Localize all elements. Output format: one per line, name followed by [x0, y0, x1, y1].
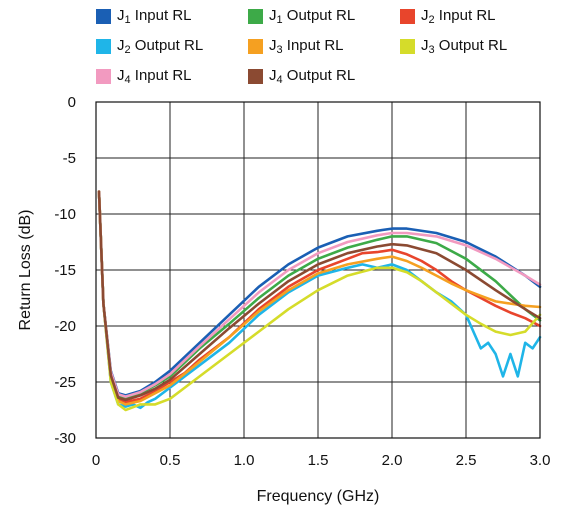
y-tick-label: -25: [54, 374, 76, 391]
x-tick-label: 2.5: [456, 452, 477, 469]
legend-swatch: [96, 9, 111, 24]
legend-label: J4 Input RL: [117, 67, 192, 86]
legend-item: J2 Input RL: [400, 7, 496, 26]
legend-label: J3 Output RL: [421, 37, 507, 56]
y-tick-label: 0: [68, 94, 76, 111]
y-tick-label: -5: [63, 150, 76, 167]
series-layer: [99, 192, 540, 410]
y-axis-label: Return Loss (dB): [17, 210, 34, 331]
legend-label: J1 Input RL: [117, 7, 192, 26]
x-tick-label: 0.5: [160, 452, 181, 469]
legend-item: J1 Input RL: [96, 7, 192, 26]
legend-item: J3 Input RL: [248, 37, 344, 56]
legend-item: J4 Input RL: [96, 67, 192, 86]
legend-item: J1 Output RL: [248, 7, 355, 26]
y-tick-label: -20: [54, 318, 76, 335]
y-tick-label: -10: [54, 206, 76, 223]
legend-label: J2 Input RL: [421, 7, 496, 26]
y-tick-label: -15: [54, 262, 76, 279]
legend-swatch: [400, 9, 415, 24]
legend-item: J4 Output RL: [248, 67, 355, 86]
x-tick-label: 2.0: [382, 452, 403, 469]
legend-swatch: [248, 39, 263, 54]
legend-swatch: [400, 39, 415, 54]
legend-label: J4 Output RL: [269, 67, 355, 86]
x-tick-label: 1.5: [308, 452, 329, 469]
legend-swatch: [248, 9, 263, 24]
legend-label: J3 Input RL: [269, 37, 344, 56]
legend-label: J2 Output RL: [117, 37, 203, 56]
legend-item: J2 Output RL: [96, 37, 203, 56]
legend-item: J3 Output RL: [400, 37, 507, 56]
legend-swatch: [96, 39, 111, 54]
x-tick-label: 1.0: [234, 452, 255, 469]
series-line-j3-input-rl: [99, 192, 540, 405]
legend-swatch: [96, 69, 111, 84]
x-tick-label: 0: [92, 452, 100, 469]
y-tick-label: -30: [54, 430, 76, 447]
x-axis-label: Frequency (GHz): [257, 488, 380, 505]
x-tick-label: 3.0: [530, 452, 551, 469]
series-line-j2-input-rl: [99, 192, 540, 403]
legend-label: J1 Output RL: [269, 7, 355, 26]
legend-swatch: [248, 69, 263, 84]
